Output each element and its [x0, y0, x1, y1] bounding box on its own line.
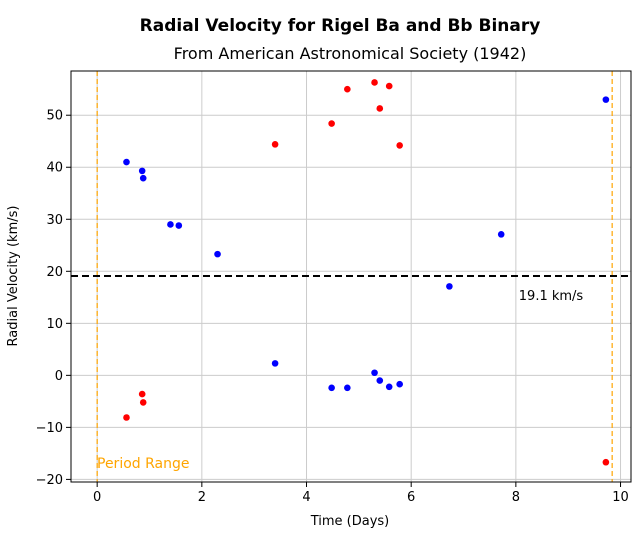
- y-tick-label: −20: [36, 473, 63, 488]
- x-tick-label: 8: [512, 490, 520, 505]
- data-point: [138, 390, 146, 398]
- reference-lines: [71, 71, 631, 482]
- data-point: [385, 383, 393, 391]
- data-point: [371, 79, 378, 86]
- data-point: [497, 231, 505, 238]
- data-point: [328, 120, 335, 127]
- data-point: [175, 222, 183, 229]
- y-axis-label: Radial Velocity (km/s): [6, 206, 21, 347]
- x-tick-label: 10: [612, 490, 629, 505]
- x-tick-label: 4: [302, 490, 310, 505]
- mean-velocity-label: 19.1 km/s: [519, 289, 584, 304]
- data-point: [214, 250, 221, 258]
- x-axis-ticks: 0 2 4 6 8 10: [93, 482, 629, 505]
- data-point: [446, 283, 453, 290]
- data-point: [123, 158, 130, 166]
- data-point: [271, 141, 279, 148]
- data-point: [385, 82, 393, 90]
- data-point: [376, 377, 384, 384]
- data-point: [602, 458, 610, 466]
- data-point: [371, 369, 378, 377]
- x-tick-label: 0: [93, 490, 101, 505]
- y-tick-label: 40: [46, 161, 63, 176]
- data-point: [344, 384, 351, 392]
- x-tick-label: 6: [407, 490, 415, 505]
- data-point: [139, 399, 147, 406]
- data-point: [396, 142, 403, 149]
- data-point: [167, 221, 174, 228]
- chart-title: Radial Velocity for Rigel Ba and Bb Bina…: [140, 16, 541, 36]
- y-tick-label: 30: [46, 213, 63, 228]
- period-range-label: Period Range: [97, 456, 189, 472]
- data-points: [123, 79, 610, 466]
- y-tick-label: 0: [55, 369, 63, 384]
- data-point: [271, 360, 279, 367]
- y-tick-label: 10: [46, 317, 63, 332]
- plot-frame: [70, 70, 632, 483]
- data-point: [396, 380, 403, 388]
- y-axis-ticks: −20 −10 0 10 20 30 40 50: [36, 109, 71, 488]
- x-axis-label: Time (Days): [310, 514, 390, 529]
- y-tick-label: 50: [46, 109, 63, 124]
- x-tick-label: 2: [198, 490, 206, 505]
- data-point: [328, 384, 335, 392]
- y-tick-label: −10: [36, 421, 63, 436]
- data-point: [138, 167, 146, 175]
- data-point: [123, 414, 130, 421]
- data-point: [376, 105, 384, 112]
- chart-subtitle: From American Astronomical Society (1942…: [174, 44, 527, 63]
- data-point: [602, 96, 610, 103]
- y-tick-label: 20: [46, 265, 63, 280]
- data-point: [139, 174, 147, 182]
- data-point: [344, 85, 351, 93]
